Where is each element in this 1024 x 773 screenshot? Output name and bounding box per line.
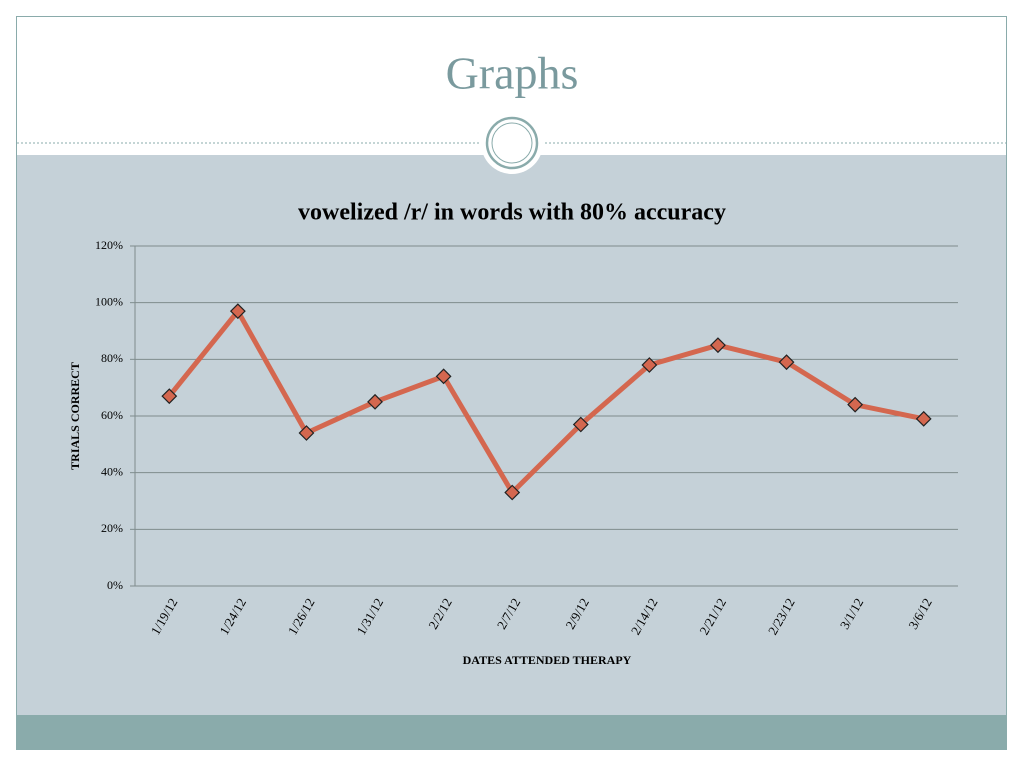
- data-point: [229, 303, 246, 320]
- data-point: [915, 410, 932, 427]
- y-tick-label: 60%: [101, 408, 123, 422]
- data-point: [435, 368, 452, 385]
- content-area: [17, 155, 1006, 715]
- y-tick-label: 120%: [95, 238, 123, 252]
- data-point: [161, 388, 178, 405]
- y-tick-label: 0%: [107, 578, 123, 592]
- chart-title: vowelized /r/ in words with 80% accuracy: [298, 200, 726, 226]
- y-tick-label: 100%: [95, 294, 123, 308]
- line-series: [167, 308, 925, 495]
- data-point: [778, 354, 795, 371]
- data-point: [572, 416, 589, 433]
- data-point: [847, 396, 864, 413]
- slide-title: Graphs: [446, 48, 579, 99]
- x-axis-label: DATES ATTENDED THERAPY: [463, 653, 632, 667]
- y-axis-label: TRIALS CORRECT: [68, 362, 82, 470]
- data-point: [710, 337, 726, 354]
- y-tick-label: 80%: [101, 351, 123, 365]
- data-point: [298, 425, 315, 441]
- data-point: [641, 357, 658, 373]
- y-tick-label: 40%: [101, 464, 123, 478]
- data-point: [504, 484, 521, 501]
- data-point: [367, 393, 383, 410]
- ornament-back: [481, 112, 543, 174]
- y-tick-label: 20%: [101, 521, 123, 535]
- ornament-inner: [491, 122, 533, 164]
- ornament-ring: [485, 116, 539, 170]
- footer-bar: [17, 715, 1006, 750]
